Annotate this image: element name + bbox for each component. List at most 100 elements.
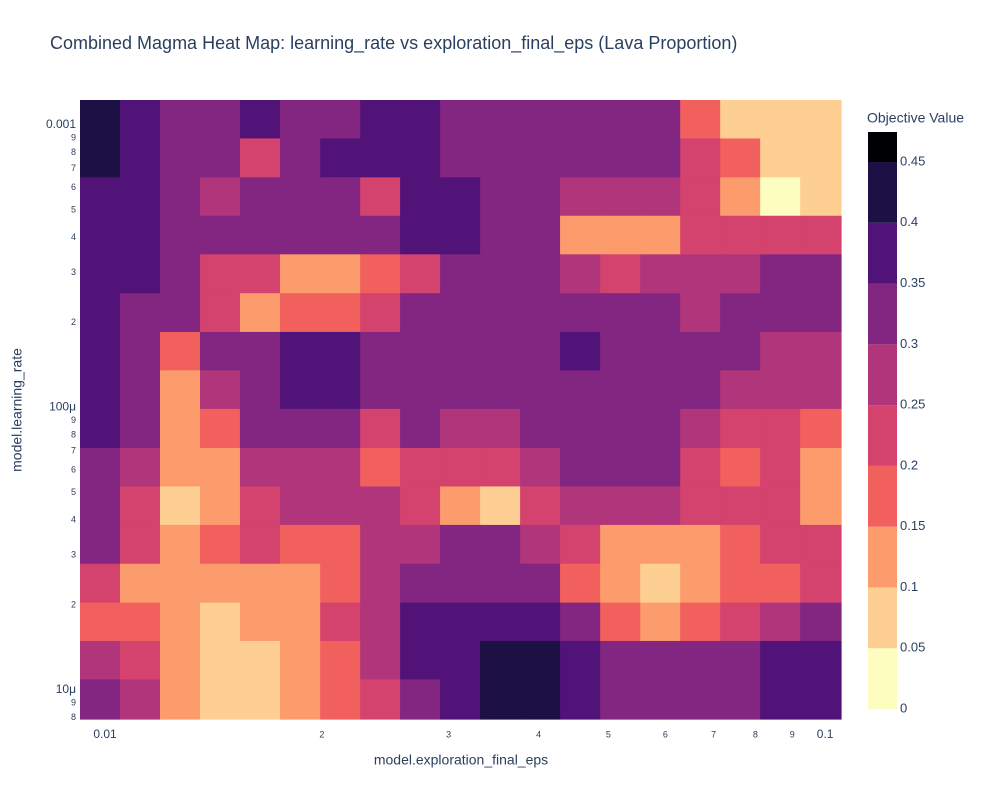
contour-cell	[720, 138, 761, 178]
contour-cell	[80, 447, 121, 488]
contour-cell	[119, 447, 161, 488]
contour-cell	[400, 215, 441, 255]
contour-cell	[360, 486, 401, 526]
contour-cell	[360, 370, 401, 410]
contour-cell	[720, 486, 761, 526]
contour-cell	[360, 254, 401, 294]
contour-cell	[280, 563, 321, 604]
contour-cell	[560, 370, 601, 410]
contour-cell	[480, 293, 521, 333]
contour-cell	[480, 602, 521, 642]
colorbar-band	[868, 648, 897, 709]
contour-cell	[440, 447, 481, 488]
x-tick-label: 4	[536, 729, 541, 739]
contour-cell	[640, 254, 681, 294]
contour-cell	[680, 370, 721, 410]
contour-cell	[320, 293, 361, 333]
contour-cell	[680, 602, 721, 642]
y-tick-label: 100μ	[49, 400, 76, 414]
contour-cell	[640, 602, 681, 642]
contour-cell	[200, 602, 241, 642]
contour-cell	[600, 370, 641, 410]
colorbar-tick-label: 0.2	[900, 457, 918, 472]
colorbar-title: Objective Value	[867, 110, 964, 126]
contour-cell	[560, 640, 601, 681]
colorbar-tick-label: 0.35	[900, 275, 925, 290]
contour-cell	[239, 293, 281, 333]
y-tick-label: 7	[71, 163, 76, 173]
colorbar-band	[868, 465, 897, 527]
contour-cell	[320, 331, 361, 371]
contour-cell	[80, 640, 121, 681]
contour-cell	[239, 331, 281, 371]
contour-cell	[239, 254, 281, 294]
contour-cell	[159, 331, 201, 371]
colorbar-band	[868, 222, 897, 284]
y-tick-label: 9	[71, 132, 76, 142]
colorbar-tick-label: 0.1	[900, 579, 918, 594]
contour-cell	[320, 100, 361, 140]
contour-cell	[800, 563, 842, 604]
contour-cell	[480, 563, 521, 604]
contour-cell	[440, 602, 481, 642]
contour-cell	[440, 563, 481, 604]
contour-cell	[119, 563, 161, 604]
contour-cell	[239, 640, 281, 681]
contour-cell	[200, 447, 241, 488]
contour-cell	[159, 177, 201, 217]
y-tick-label: 5	[71, 204, 76, 214]
contour-cell	[640, 331, 681, 371]
contour-cell	[80, 602, 121, 642]
x-tick-label: 6	[663, 729, 668, 739]
contour-cell	[720, 524, 761, 565]
contour-cell	[119, 254, 161, 294]
contour-cell	[800, 447, 842, 488]
contour-cell	[200, 293, 241, 333]
colorbar-tick-label: 0.4	[900, 214, 918, 229]
contour-cell	[720, 254, 761, 294]
contour-cell	[520, 215, 561, 255]
contour-cell	[600, 679, 641, 720]
contour-cell	[760, 408, 801, 449]
contour-cell	[239, 486, 281, 526]
contour-cell	[760, 602, 801, 642]
contour-cell	[440, 293, 481, 333]
contour-cell	[80, 138, 121, 178]
contour-cell	[640, 215, 681, 255]
contour-cell	[320, 602, 361, 642]
contour-cell	[640, 447, 681, 488]
contour-cell	[760, 100, 801, 140]
contour-cell	[320, 370, 361, 410]
contour-cell	[159, 138, 201, 178]
contour-cell	[80, 408, 121, 449]
contour-cell	[800, 293, 842, 333]
contour-cell	[400, 254, 441, 294]
contour-cell	[119, 370, 161, 410]
contour-cell	[280, 602, 321, 642]
contour-cell	[440, 486, 481, 526]
contour-cell	[640, 370, 681, 410]
contour-cell	[520, 602, 561, 642]
contour-cell	[400, 602, 441, 642]
x-tick-label: 7	[711, 729, 716, 739]
contour-cell	[239, 524, 281, 565]
contour-cell	[560, 177, 601, 217]
contour-cell	[200, 408, 241, 449]
contour-cell	[480, 100, 521, 140]
contour-cell	[280, 640, 321, 681]
contour-cell	[320, 138, 361, 178]
contour-cell	[119, 293, 161, 333]
contour-cell	[400, 293, 441, 333]
contour-cell	[600, 602, 641, 642]
contour-cell	[680, 408, 721, 449]
contour-cell	[200, 100, 241, 140]
contour-cell	[400, 640, 441, 681]
contour-cell	[119, 138, 161, 178]
contour-cell	[239, 138, 281, 178]
contour-cell	[80, 254, 121, 294]
contour-cell	[200, 679, 241, 720]
contour-cell	[159, 486, 201, 526]
contour-cell	[480, 447, 521, 488]
contour-cell	[800, 408, 842, 449]
contour-cell	[360, 640, 401, 681]
